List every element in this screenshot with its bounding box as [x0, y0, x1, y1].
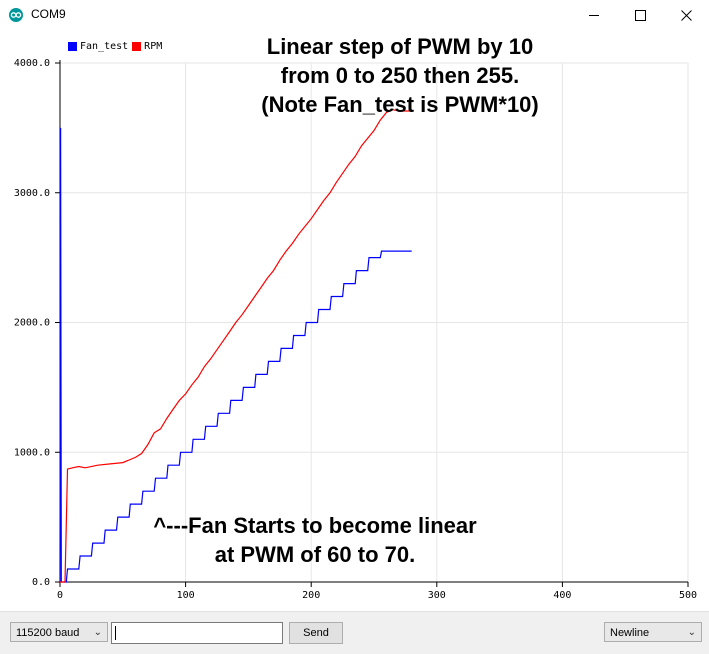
x-tick-label: 100: [177, 590, 195, 601]
serial-plotter: 0.0 1000.0 2000.0 3000.0 4000.0 0 100 200 300 400…: [0, 30, 709, 611]
legend-item-fan-test: Fan_test: [68, 41, 128, 52]
plot-canvas: 0.0 1000.0 2000.0 3000.0 4000.0 0 100 200 300 400…: [14, 58, 697, 601]
minimize-button[interactable]: [571, 0, 617, 30]
series-line-fan-test: [59, 127, 412, 583]
y-tick-label: 2000.0: [14, 318, 50, 329]
legend: Fan_test RPM: [68, 40, 162, 52]
legend-swatch-fan-test: [68, 41, 77, 51]
minimize-icon: [589, 14, 599, 16]
send-button[interactable]: Send: [289, 622, 343, 644]
annotation-note: ^---Fan Starts to become linear at PWM o…: [120, 511, 510, 569]
annotation-title-line: (Note Fan_test is PWM*10): [261, 92, 539, 117]
series-line-rpm: [60, 109, 412, 583]
text-caret: [115, 626, 116, 640]
annotation-title: Linear step of PWM by 10 from 0 to 250 t…: [225, 32, 575, 119]
legend-swatch-rpm: [132, 41, 142, 51]
legend-label-fan-test: Fan_test: [80, 40, 129, 52]
x-tick-label: 500: [679, 590, 697, 601]
y-tick-label: 3000.0: [14, 188, 50, 199]
x-tick-label: 200: [302, 590, 320, 601]
annotation-title-line: from 0 to 250 then 255.: [280, 63, 520, 88]
maximize-icon: [634, 9, 646, 21]
annotation-note-line: at PWM of 60 to 70.: [214, 542, 416, 567]
close-button[interactable]: [663, 0, 709, 30]
x-tick-label: 300: [428, 590, 446, 601]
line-ending-value: Newline: [610, 627, 650, 639]
x-tick-label: 0: [57, 590, 63, 601]
arduino-icon: [9, 8, 23, 22]
baud-rate-select[interactable]: 115200 baud ⌄: [10, 622, 108, 642]
maximize-button[interactable]: [617, 0, 663, 30]
annotation-title-line: Linear step of PWM by 10: [266, 34, 534, 59]
baud-rate-value: 115200 baud: [16, 627, 80, 639]
line-ending-select[interactable]: Newline ⌄: [604, 622, 702, 642]
legend-label-rpm: RPM: [144, 40, 163, 52]
chevron-down-icon: ⌄: [93, 627, 102, 638]
x-tick-label: 400: [553, 590, 571, 601]
legend-item-rpm: RPM: [132, 41, 162, 52]
y-tick-label: 0.0: [32, 577, 50, 588]
bottom-toolbar: 115200 baud ⌄ Send Newline ⌄: [0, 611, 709, 654]
annotation-note-line: ^---Fan Starts to become linear: [153, 513, 477, 538]
chevron-down-icon: ⌄: [687, 627, 696, 638]
y-tick-label: 1000.0: [14, 447, 50, 458]
close-icon: [680, 9, 692, 21]
title-bar: COM9: [0, 0, 709, 30]
send-text-input[interactable]: [111, 622, 283, 644]
y-tick-label: 4000.0: [14, 58, 50, 69]
window-title: COM9: [31, 7, 66, 21]
